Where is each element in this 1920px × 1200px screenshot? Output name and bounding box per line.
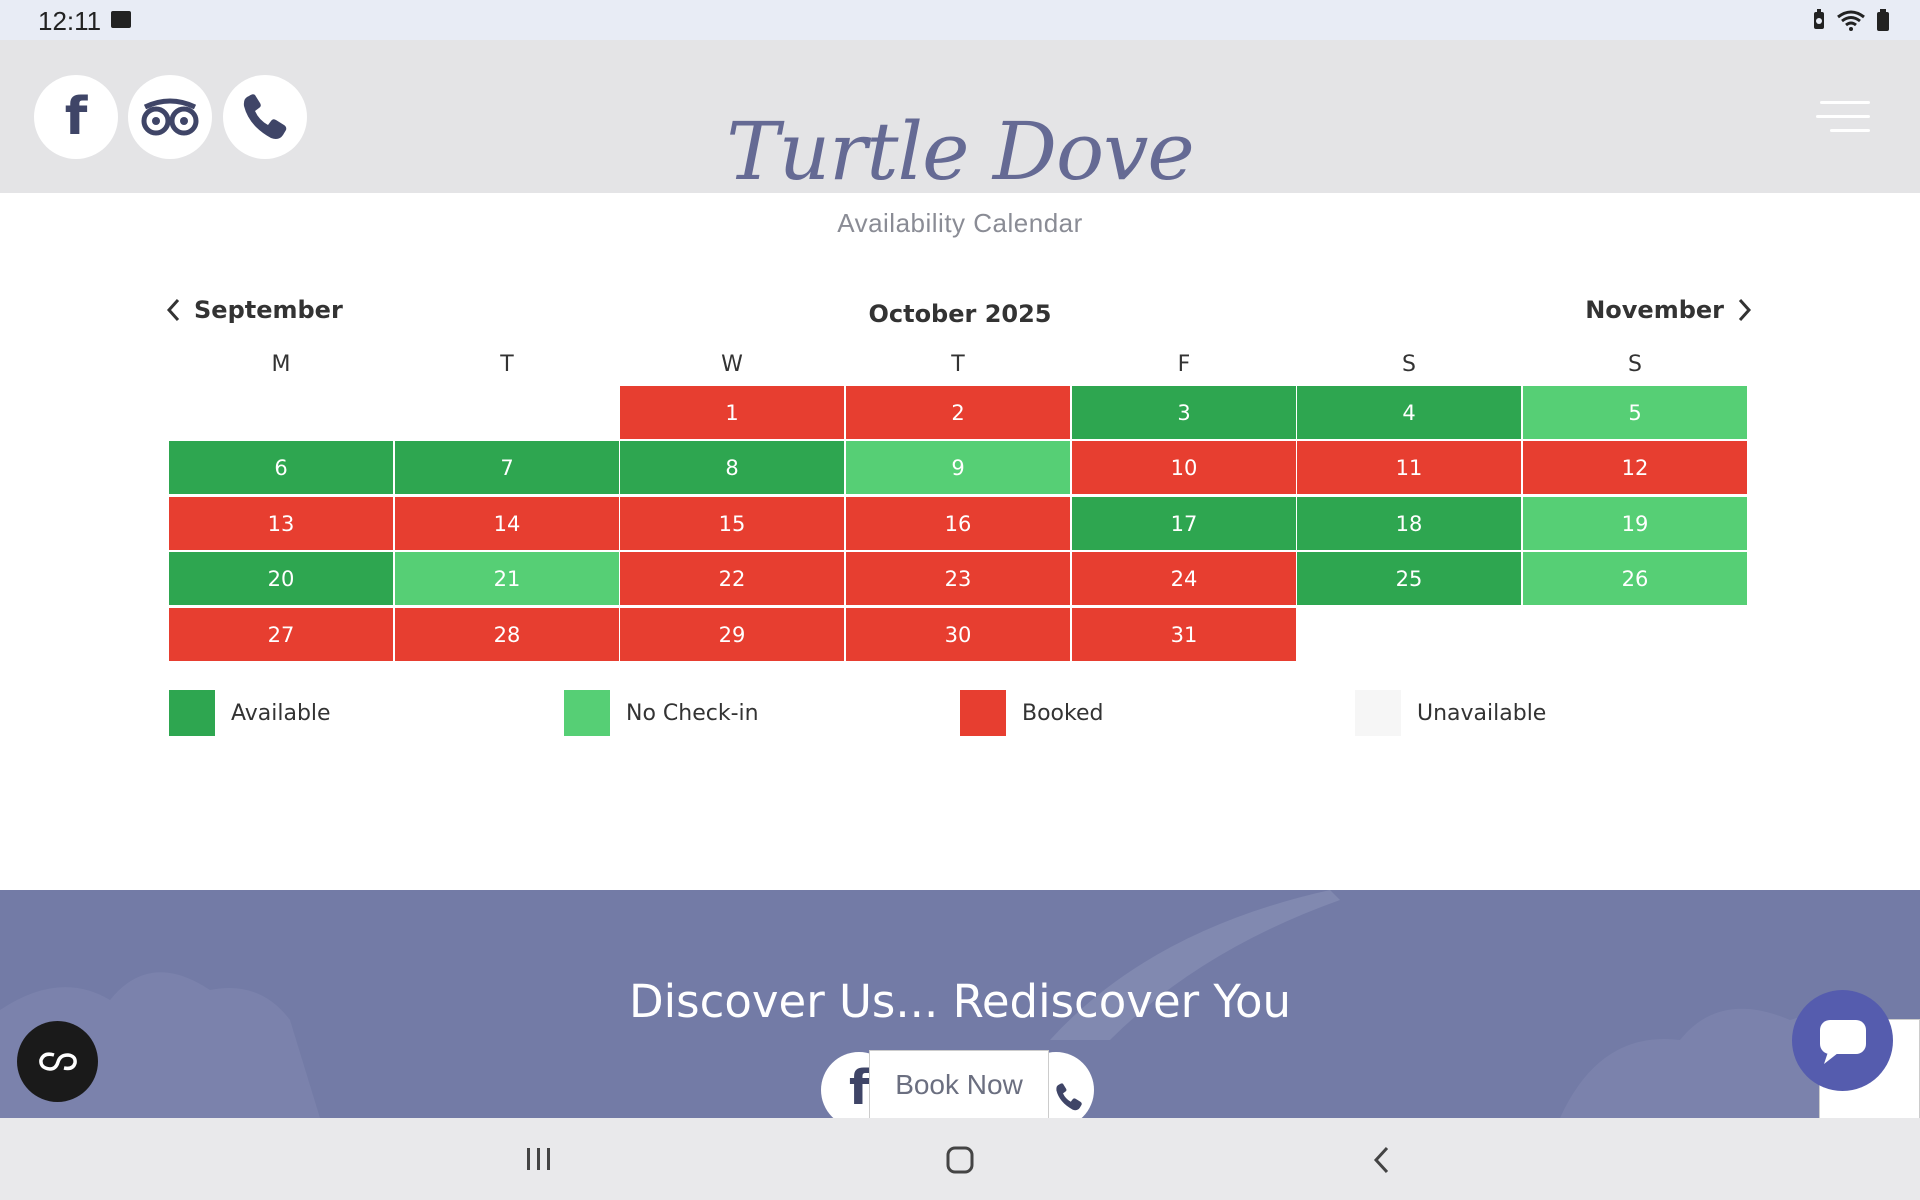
legend-label: Available — [231, 700, 331, 726]
calendar-day-27[interactable]: 27 — [169, 608, 393, 661]
calendar-day-11[interactable]: 11 — [1297, 441, 1521, 494]
battery-icon — [1877, 9, 1889, 31]
calendar-day-24[interactable]: 24 — [1072, 552, 1296, 605]
legend-label: Booked — [1022, 700, 1104, 726]
weekday-label: M — [271, 352, 291, 377]
gallery-notification-icon — [111, 11, 131, 28]
menu-line-icon — [1816, 115, 1870, 118]
site-brand[interactable]: Turtle Dove — [726, 105, 1194, 198]
calendar-day-22[interactable]: 22 — [620, 552, 844, 605]
calendar-day-2[interactable]: 2 — [846, 386, 1070, 439]
legend-item: Unavailable — [1355, 690, 1546, 736]
calendar-day-8[interactable]: 8 — [620, 441, 844, 494]
calendar-day-6[interactable]: 6 — [169, 441, 393, 494]
calendar-day-30[interactable]: 30 — [846, 608, 1070, 661]
legend-swatch — [169, 690, 215, 736]
status-bar — [0, 0, 1920, 40]
calendar-day-10[interactable]: 10 — [1072, 441, 1296, 494]
calendar-day-28[interactable]: 28 — [395, 608, 619, 661]
calendar-day-21[interactable]: 21 — [395, 552, 619, 605]
book-now-button[interactable]: Book Now — [869, 1050, 1049, 1120]
legend-item: No Check-in — [564, 690, 759, 736]
tripadvisor-icon — [141, 98, 199, 136]
calendar-day-5[interactable]: 5 — [1523, 386, 1747, 439]
home-icon[interactable] — [945, 1145, 975, 1175]
hamburger-menu-button[interactable] — [1816, 97, 1870, 137]
legend-swatch — [960, 690, 1006, 736]
weekday-label: T — [951, 352, 965, 377]
next-month-button[interactable]: November — [1585, 296, 1752, 324]
menu-line-icon — [1820, 101, 1870, 104]
prev-month-label: September — [194, 296, 343, 324]
battery-saver-icon — [1814, 9, 1824, 29]
tripadvisor-button[interactable] — [128, 75, 212, 159]
calendar-day-7[interactable]: 7 — [395, 441, 619, 494]
calendar-day-19[interactable]: 19 — [1523, 497, 1747, 550]
weekday-label: F — [1177, 352, 1191, 377]
chat-bubble-icon — [1819, 1019, 1866, 1064]
chevron-left-icon — [166, 298, 180, 322]
weekday-label: T — [500, 352, 514, 377]
legend-item: Available — [169, 690, 331, 736]
calendar-day-17[interactable]: 17 — [1072, 497, 1296, 550]
calendar-day-16[interactable]: 16 — [846, 497, 1070, 550]
current-month-title: October 2025 — [868, 300, 1052, 328]
weekday-label: S — [1628, 352, 1642, 377]
calendar-day-12[interactable]: 12 — [1523, 441, 1747, 494]
menu-line-icon — [1830, 129, 1870, 132]
legend-swatch — [1355, 690, 1401, 736]
facebook-icon: f — [64, 87, 88, 147]
next-month-label: November — [1585, 296, 1724, 324]
phone-icon — [243, 94, 287, 139]
phone-button[interactable] — [223, 75, 307, 159]
calendar-day-29[interactable]: 29 — [620, 608, 844, 661]
wifi-icon — [1837, 10, 1865, 31]
status-icons — [1812, 9, 1890, 31]
calendar-day-26[interactable]: 26 — [1523, 552, 1747, 605]
system-nav-bar — [0, 1118, 1920, 1200]
calendar-day-13[interactable]: 13 — [169, 497, 393, 550]
calendar-day-14[interactable]: 14 — [395, 497, 619, 550]
legend-item: Booked — [960, 690, 1103, 736]
calendar-day-31[interactable]: 31 — [1072, 608, 1296, 661]
calendar-day-18[interactable]: 18 — [1297, 497, 1521, 550]
calendar-day-23[interactable]: 23 — [846, 552, 1070, 605]
phone-icon — [1056, 1083, 1082, 1111]
banner-title: Discover Us... Rediscover You — [629, 975, 1291, 1028]
prev-month-button[interactable]: September — [166, 296, 343, 324]
page-subtitle: Availability Calendar — [837, 208, 1083, 238]
weekday-label: S — [1402, 352, 1416, 377]
legend-swatch — [564, 690, 610, 736]
accessibility-icon — [38, 1051, 77, 1071]
facebook-button[interactable]: f — [34, 75, 118, 159]
site-header — [0, 40, 1920, 193]
back-icon[interactable] — [1372, 1145, 1390, 1175]
legend-label: No Check-in — [626, 700, 759, 726]
status-time: 12:11 — [38, 6, 102, 36]
recent-apps-icon[interactable] — [525, 1146, 553, 1172]
chat-button[interactable] — [1792, 990, 1893, 1091]
calendar-day-15[interactable]: 15 — [620, 497, 844, 550]
chevron-right-icon — [1738, 298, 1752, 322]
calendar-day-9[interactable]: 9 — [846, 441, 1070, 494]
legend-label: Unavailable — [1417, 700, 1547, 726]
calendar-day-1[interactable]: 1 — [620, 386, 844, 439]
calendar-day-4[interactable]: 4 — [1297, 386, 1521, 439]
accessibility-button[interactable] — [17, 1021, 98, 1102]
weekday-label: W — [721, 352, 743, 377]
calendar-day-20[interactable]: 20 — [169, 552, 393, 605]
facebook-icon: f — [849, 1060, 870, 1116]
calendar-day-3[interactable]: 3 — [1072, 386, 1296, 439]
calendar-day-25[interactable]: 25 — [1297, 552, 1521, 605]
